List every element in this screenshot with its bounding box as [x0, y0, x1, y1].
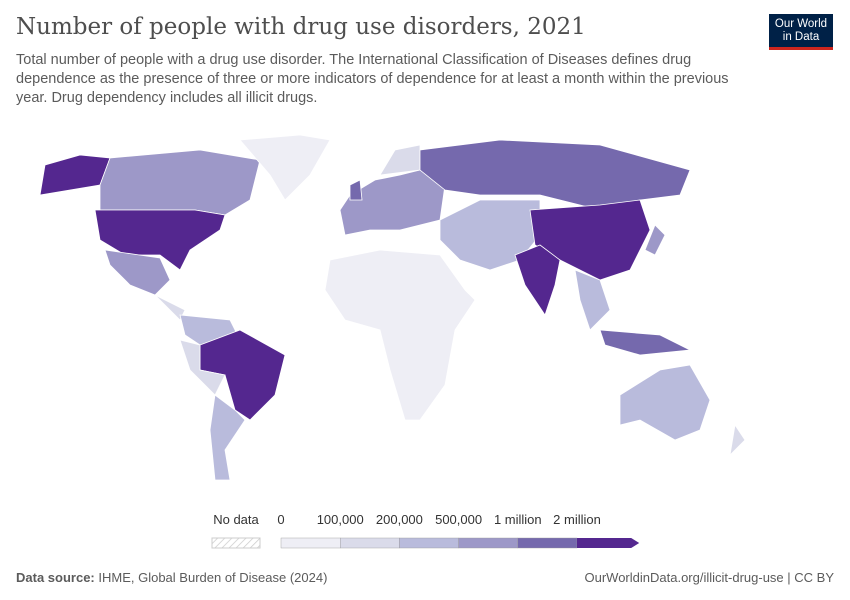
legend-bin-5 — [577, 538, 640, 548]
legend-tick-label: 0 — [277, 512, 285, 527]
data-source: Data source: IHME, Global Burden of Dise… — [16, 570, 327, 585]
legend-tick-label: 200,000 — [375, 512, 423, 527]
legend-bin-4 — [517, 537, 578, 549]
legend-scale — [211, 537, 640, 549]
legend-tick-label: 500,000 — [435, 512, 483, 527]
legend-bin-3 — [458, 537, 519, 549]
world-map[interactable]: AlaskaCanadaGreenlandUnited StatesMexico… — [0, 120, 850, 500]
legend-tick-label: 2 million — [553, 512, 601, 527]
source-text: IHME, Global Burden of Disease (2024) — [98, 570, 328, 585]
region-united-kingdom[interactable]: United Kingdom — [349, 179, 363, 201]
region-alaska[interactable]: Alaska — [39, 154, 111, 196]
region-india[interactable]: India — [514, 244, 561, 316]
source-link[interactable]: OurWorldinData.org/illicit-drug-use | CC… — [584, 570, 835, 585]
region-africa[interactable]: Africa — [324, 249, 476, 421]
chart-title: Number of people with drug use disorders… — [16, 14, 586, 40]
legend-no-data-swatch — [211, 537, 261, 549]
chart-subtitle: Total number of people with a drug use d… — [16, 52, 729, 106]
region-greenland[interactable]: Greenland — [239, 134, 331, 201]
legend-bin-2 — [399, 537, 459, 549]
region-australia[interactable]: Australia — [619, 364, 711, 441]
legend-bin-0 — [280, 537, 341, 549]
region-peru-bolivia[interactable]: Peru/Bolivia — [179, 339, 226, 396]
region-europe[interactable]: Europe — [339, 169, 446, 236]
region-japan[interactable]: Japan — [644, 224, 666, 256]
region-mexico[interactable]: Mexico — [104, 249, 171, 296]
legend-tick-label: 1 million — [493, 512, 542, 527]
region-indonesia[interactable]: Indonesia — [599, 329, 692, 356]
region-argentina-chile[interactable]: Argentina/Chile — [209, 394, 246, 481]
region-scandinavia[interactable]: Scandinavia — [379, 144, 421, 176]
owid-logo[interactable]: Our World in Data — [769, 14, 833, 50]
region-central-america[interactable]: Central America — [154, 294, 186, 321]
legend-no-data-label: No data — [213, 512, 259, 527]
legend-bin-1 — [340, 537, 400, 549]
region-new-zealand[interactable]: New Zealand — [729, 423, 746, 457]
legend-tick-label: 100,000 — [316, 512, 364, 527]
region-southeast-asia[interactable]: Southeast Asia — [574, 269, 611, 331]
region-russia[interactable]: Russia — [419, 139, 691, 211]
source-label: Data source: — [16, 570, 95, 585]
region-canada[interactable]: Canada — [99, 149, 261, 216]
